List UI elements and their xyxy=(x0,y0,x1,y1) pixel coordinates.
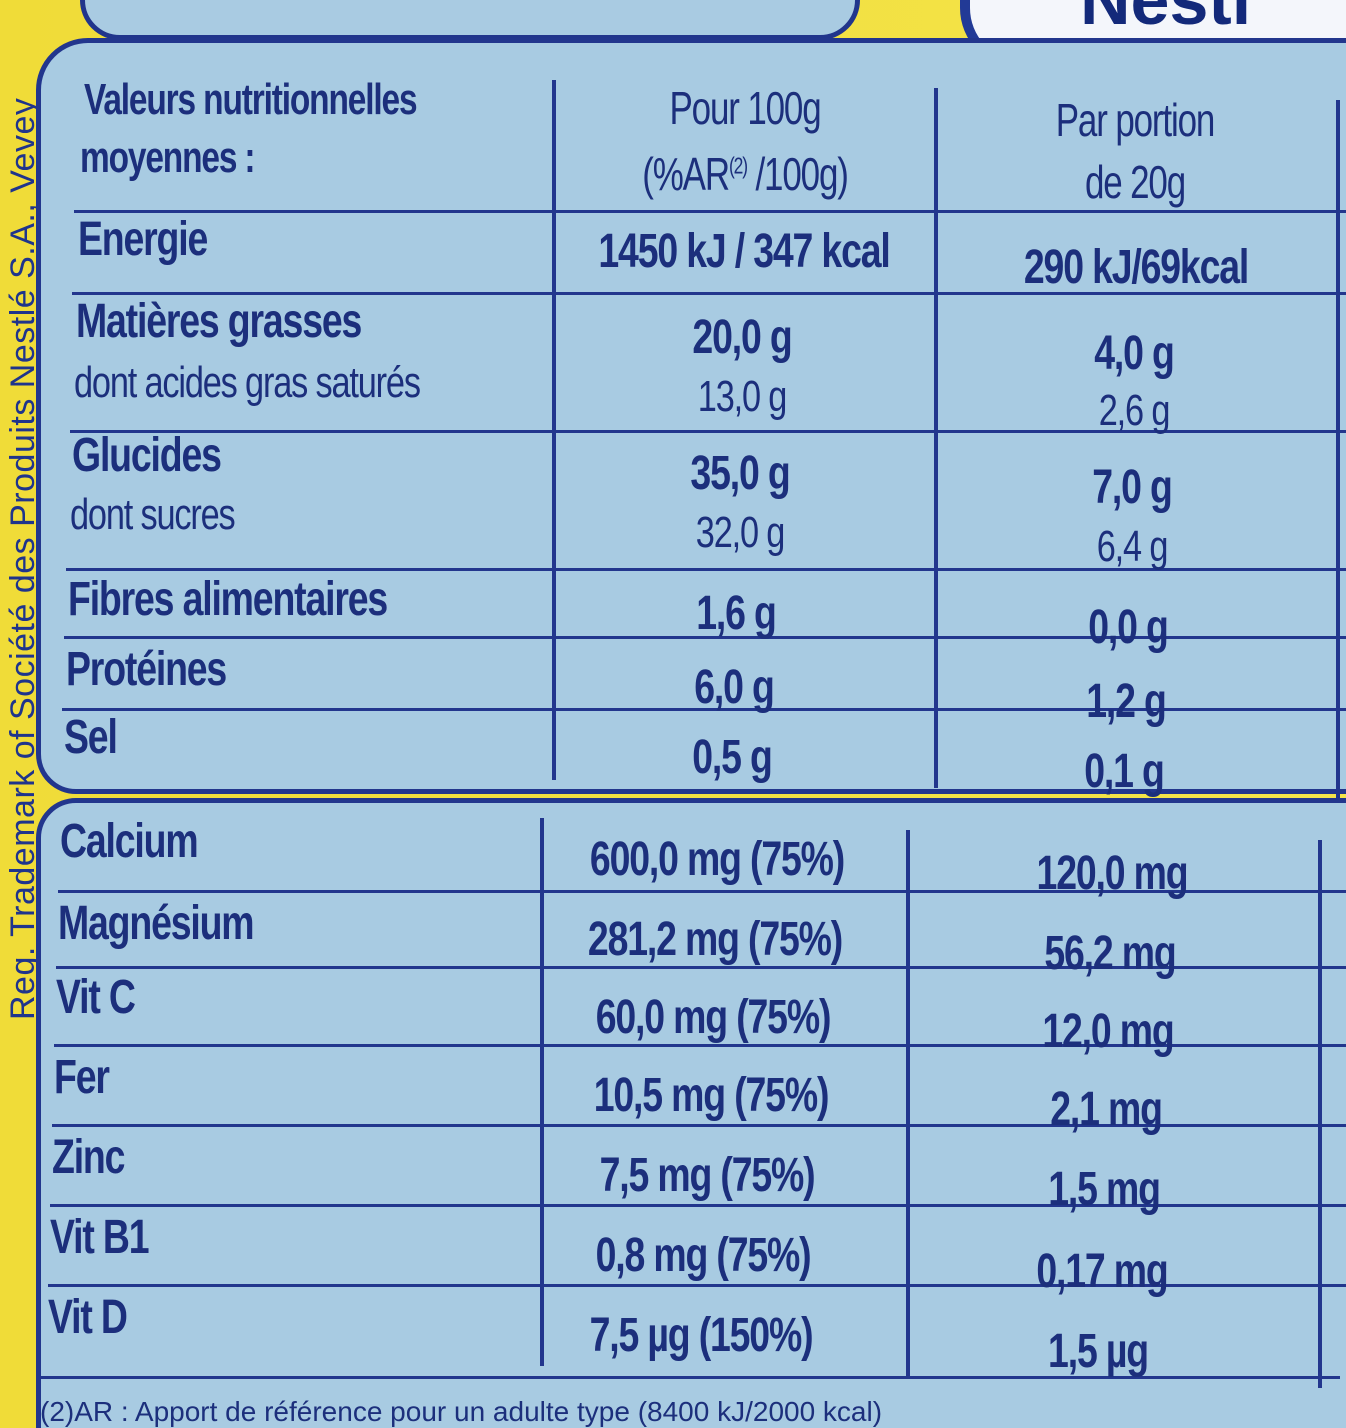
row-per100: 1450 kJ / 347 kcal xyxy=(598,225,890,278)
header-portion-line2: de 20g xyxy=(1084,156,1186,208)
header-per100-line2: (%AR(2) /100g) xyxy=(642,148,849,200)
row-label: Sel xyxy=(64,711,118,764)
row-per-portion: 7,0 g xyxy=(1092,461,1173,514)
mineral-label: Fer xyxy=(54,1051,110,1104)
column-divider xyxy=(906,830,910,1378)
mineral-per-portion: 1,5 mg xyxy=(1048,1163,1161,1216)
mineral-per-portion: 56,2 mg xyxy=(1044,927,1176,980)
row-divider xyxy=(70,430,1346,433)
mineral-per-portion: 0,17 mg xyxy=(1036,1245,1168,1298)
row-divider xyxy=(50,1204,1346,1207)
row-divider xyxy=(56,966,1346,969)
row-per-portion: 0,1 g xyxy=(1084,745,1165,798)
mineral-per-portion: 120,0 mg xyxy=(1036,847,1189,900)
row-per-portion: 290 kJ/69kcal xyxy=(1023,241,1249,294)
header-label-line2: moyennes : xyxy=(80,133,256,182)
column-divider xyxy=(540,818,544,1366)
row-divider xyxy=(40,1376,1340,1379)
mineral-label: Vit C xyxy=(56,971,136,1024)
header-portion-line1: Par portion xyxy=(1055,94,1216,146)
mineral-label: Vit D xyxy=(48,1291,128,1344)
column-divider xyxy=(1318,840,1322,1388)
mineral-per100: 7,5 mg (75%) xyxy=(599,1149,816,1202)
row-divider xyxy=(48,1284,1346,1287)
brand-text: Nestl xyxy=(1080,0,1252,39)
mineral-label: Vit B1 xyxy=(50,1211,150,1264)
mineral-per100: 60,0 mg (75%) xyxy=(595,991,832,1044)
mineral-label: Zinc xyxy=(52,1131,125,1184)
row-label: Protéines xyxy=(66,643,227,696)
row-divider xyxy=(58,890,1346,893)
header-label-line1: Valeurs nutritionnelles xyxy=(84,75,418,124)
row-label: Fibres alimentaires xyxy=(68,573,388,626)
mineral-per-portion: 12,0 mg xyxy=(1042,1005,1174,1058)
row-label: Glucides xyxy=(72,429,222,482)
row-divider xyxy=(62,708,1346,711)
row-per100: 0,5 g xyxy=(692,731,773,784)
mineral-per100: 7,5 µg (150%) xyxy=(589,1309,814,1362)
mineral-per100: 10,5 mg (75%) xyxy=(593,1069,830,1122)
row-per100: 32,0 g xyxy=(695,508,786,557)
header-per100-line1: Pour 100g xyxy=(669,82,821,134)
mineral-label: Magnésium xyxy=(58,897,255,950)
row-per100: 20,0 g xyxy=(692,311,792,364)
row-per-portion: 4,0 g xyxy=(1094,327,1175,380)
column-divider xyxy=(934,88,938,788)
row-sublabel: dont acides gras saturés xyxy=(74,358,421,407)
row-per-portion: 2,6 g xyxy=(1098,386,1171,435)
footnote: (2)AR : Apport de référence pour un adul… xyxy=(40,1396,883,1427)
row-label: Matières grasses xyxy=(76,295,362,348)
row-sublabel: dont sucres xyxy=(70,490,236,539)
row-divider xyxy=(66,568,1346,571)
mineral-per-portion: 1,5 µg xyxy=(1048,1325,1149,1378)
row-per100: 6,0 g xyxy=(694,661,775,714)
row-per100: 13,0 g xyxy=(697,372,788,421)
column-divider xyxy=(1336,100,1340,800)
mineral-per100: 600,0 mg (75%) xyxy=(589,833,845,886)
row-per-portion: 6,4 g xyxy=(1096,522,1169,571)
top-tab xyxy=(80,0,860,40)
mineral-per100: 281,2 mg (75%) xyxy=(587,913,843,966)
nutrition-panel xyxy=(36,38,1346,794)
row-per-portion: 1,2 g xyxy=(1086,675,1167,728)
mineral-per-portion: 2,1 mg xyxy=(1050,1083,1163,1136)
mineral-per100: 0,8 mg (75%) xyxy=(595,1229,812,1282)
row-per100: 35,0 g xyxy=(690,447,790,500)
row-label: Energie xyxy=(78,213,208,266)
row-divider xyxy=(74,210,1346,213)
row-divider xyxy=(72,292,1346,295)
row-divider xyxy=(64,636,1346,639)
mineral-label: Calcium xyxy=(60,815,199,868)
row-divider xyxy=(52,1124,1346,1127)
row-per100: 1,6 g xyxy=(696,587,777,640)
row-per-portion: 0,0 g xyxy=(1088,601,1169,654)
minerals-panel xyxy=(36,798,1346,1428)
row-divider xyxy=(54,1044,1346,1047)
